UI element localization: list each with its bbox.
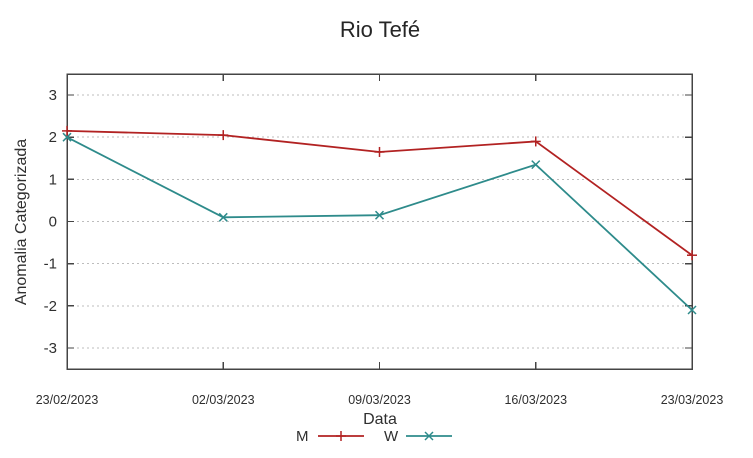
series-line-W bbox=[66, 136, 693, 311]
x-marker bbox=[531, 160, 541, 170]
y-tick-label: 2 bbox=[49, 129, 57, 146]
y-tick-label: -3 bbox=[44, 340, 57, 357]
chart-title: Rio Tefé bbox=[340, 17, 420, 42]
data-series bbox=[62, 125, 697, 315]
x-axis-label: Data bbox=[363, 411, 397, 428]
x-tick-label: 23/02/2023 bbox=[36, 393, 99, 407]
legend-label-W: W bbox=[384, 428, 399, 445]
x-marker bbox=[218, 212, 228, 222]
y-axis-label: Anomalia Categorizada bbox=[13, 139, 30, 305]
x-tick-label: 23/03/2023 bbox=[661, 393, 724, 407]
x-marker bbox=[374, 210, 385, 220]
y-tick-label: 1 bbox=[49, 171, 57, 188]
legend-label-M: M bbox=[296, 428, 309, 445]
axes: 3 2 1 0 -1 -2 -3 23/02/2023 02/03/2023 09/03/2023… bbox=[36, 73, 724, 407]
x-tick-label: 02/03/2023 bbox=[192, 393, 255, 407]
y-tick-label: -1 bbox=[44, 256, 57, 273]
x-marker bbox=[62, 132, 72, 142]
y-tick-label: 0 bbox=[49, 214, 57, 231]
y-tick-label: 3 bbox=[49, 87, 57, 104]
y-tick-label: -2 bbox=[44, 298, 57, 315]
x-tick-label: 16/03/2023 bbox=[504, 393, 567, 407]
x-tick-label: 09/03/2023 bbox=[348, 393, 411, 407]
x-marker bbox=[424, 431, 434, 441]
x-marker bbox=[687, 305, 697, 315]
